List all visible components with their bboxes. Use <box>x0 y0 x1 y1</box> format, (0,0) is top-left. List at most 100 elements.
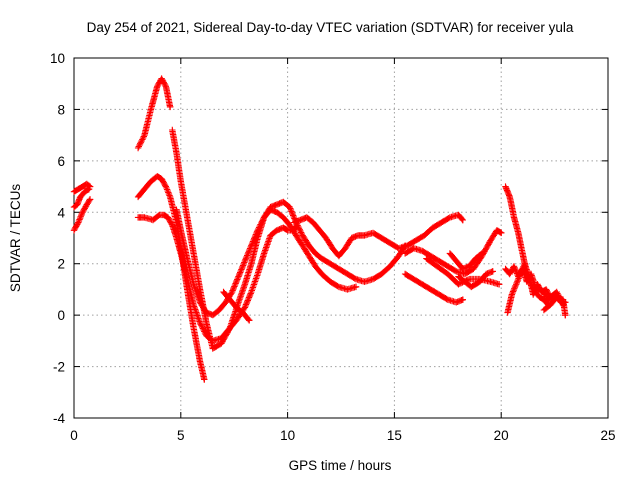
data-point <box>455 211 466 223</box>
grid-lines <box>74 58 608 418</box>
data-point <box>166 103 174 111</box>
axis-ticks: 0 5 10 15 20 25 -4 -2 0 2 4 6 8 10 <box>50 51 616 443</box>
data-point <box>312 263 325 277</box>
y-tick-label: -4 <box>53 411 65 426</box>
data-point <box>75 210 86 226</box>
data-point <box>254 215 267 234</box>
data-point <box>220 288 233 302</box>
data-point <box>436 257 450 269</box>
data-point <box>241 262 254 288</box>
x-tick-label: 0 <box>70 428 78 443</box>
data-point <box>254 251 267 278</box>
data-point <box>335 265 350 277</box>
data-point <box>267 227 280 239</box>
data-point <box>81 186 92 195</box>
y-tick-label: 2 <box>57 257 65 272</box>
data-point <box>478 250 486 257</box>
y-tick-label: 6 <box>57 154 65 169</box>
data-point <box>184 214 197 256</box>
series-arc-8 <box>173 206 360 319</box>
data-point <box>248 228 261 249</box>
data-point <box>184 275 197 307</box>
data-point <box>190 324 203 364</box>
data-point <box>299 232 312 248</box>
data-point <box>260 207 273 221</box>
data-point <box>149 212 162 224</box>
data-point <box>141 107 154 139</box>
data-point <box>280 224 290 233</box>
data-point <box>419 281 433 292</box>
data-point <box>489 268 496 275</box>
data-point <box>369 229 384 241</box>
data-point <box>318 270 333 284</box>
y-axis-label: SDTVAR / TECUs <box>8 184 23 293</box>
data-point <box>134 187 147 201</box>
data-point <box>419 247 433 259</box>
data-point <box>77 189 87 201</box>
data-point <box>476 271 489 285</box>
data-point <box>158 175 169 189</box>
series-arc-18 <box>504 260 567 316</box>
data-point <box>245 317 253 324</box>
series-arc-3 <box>70 185 93 211</box>
data-point <box>513 272 523 288</box>
data-point <box>369 271 384 283</box>
data-point <box>466 256 478 270</box>
data-point <box>218 326 233 347</box>
y-tick-label: 4 <box>57 205 65 220</box>
data-point <box>423 255 440 269</box>
data-point <box>342 236 355 252</box>
series-arc-4 <box>134 75 174 152</box>
data-point <box>444 263 459 274</box>
data-point <box>233 304 245 315</box>
data-point <box>378 234 393 246</box>
data-point <box>318 255 333 267</box>
data-point <box>335 246 348 260</box>
data-point <box>177 227 191 261</box>
data-point <box>305 252 318 269</box>
plot-frame <box>73 57 609 419</box>
data-point <box>196 319 209 338</box>
data-point <box>162 183 173 199</box>
data-point <box>510 214 522 235</box>
data-point <box>386 253 401 270</box>
data-point <box>540 302 553 314</box>
data-point <box>461 266 476 278</box>
data-point <box>305 242 318 256</box>
data-point <box>196 299 209 315</box>
data-point <box>134 133 147 152</box>
data-point <box>468 279 482 291</box>
data-point <box>433 263 450 277</box>
data-point <box>164 214 175 228</box>
data-point <box>209 341 224 352</box>
chart-title: Day 254 of 2021, Sidereal Day-to-day VTE… <box>87 20 574 35</box>
data-point <box>444 270 461 287</box>
data-point <box>83 197 93 208</box>
data-point <box>79 202 90 216</box>
series-arc-15 <box>446 250 486 273</box>
data-point <box>147 84 161 113</box>
data-point <box>75 184 85 193</box>
data-point <box>248 272 261 296</box>
data-point <box>241 290 254 311</box>
data-point <box>436 291 450 303</box>
data-point <box>154 173 164 182</box>
series-arc-14 <box>455 268 496 291</box>
data-point <box>470 254 485 273</box>
data-point <box>316 227 329 241</box>
data-point <box>235 259 248 280</box>
data-point <box>410 275 425 287</box>
series-arc-12 <box>401 227 505 278</box>
data-point <box>322 234 335 251</box>
y-tick-label: 10 <box>50 51 65 66</box>
data-point <box>190 281 203 304</box>
y-tick-label: -2 <box>53 360 65 375</box>
data-point <box>239 309 252 323</box>
series-arc-19 <box>540 293 569 319</box>
data-point <box>459 216 466 224</box>
data-point <box>280 214 292 228</box>
x-tick-label: 20 <box>494 428 509 443</box>
data-point <box>177 250 190 281</box>
data-point <box>427 252 442 264</box>
